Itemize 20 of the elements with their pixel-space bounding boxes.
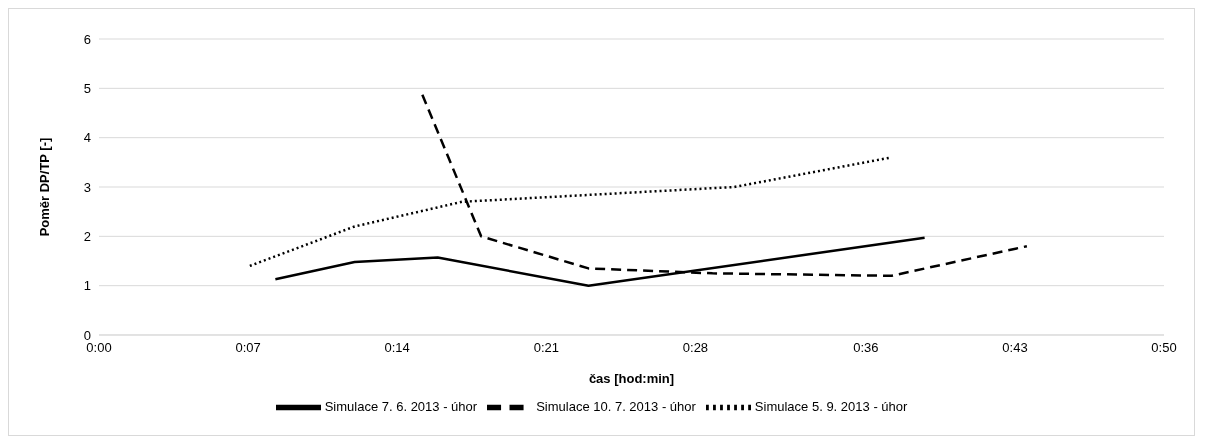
legend-label: Simulace 5. 9. 2013 - úhor [754, 398, 908, 414]
y-tick-label: 0 [83, 327, 91, 343]
legend-label: Simulace 7. 6. 2013 - úhor [324, 398, 478, 414]
x-tick-label: 0:36 [853, 340, 879, 356]
y-tick-label: 3 [83, 179, 91, 195]
x-tick-label: 0:21 [533, 340, 559, 356]
y-tick-label: 6 [83, 31, 91, 47]
y-axis-title: Poměr DP/TP [-] [36, 137, 52, 237]
x-tick-label: 0:07 [235, 340, 261, 356]
x-tick-label: 0:00 [86, 340, 112, 356]
y-tick-label: 1 [83, 278, 91, 294]
y-tick-label: 5 [83, 80, 91, 96]
x-axis-title: čas [hod:min] [588, 371, 675, 386]
x-tick-label: 0:28 [682, 340, 709, 356]
y-tick-label: 4 [83, 130, 91, 146]
y-tick-label: 2 [83, 228, 91, 244]
x-tick-label: 0:50 [1151, 340, 1177, 356]
x-tick-label: 0:14 [384, 340, 410, 356]
x-tick-label: 0:43 [1002, 340, 1028, 356]
legend-label: Simulace 10. 7. 2013 - úhor [536, 398, 696, 414]
